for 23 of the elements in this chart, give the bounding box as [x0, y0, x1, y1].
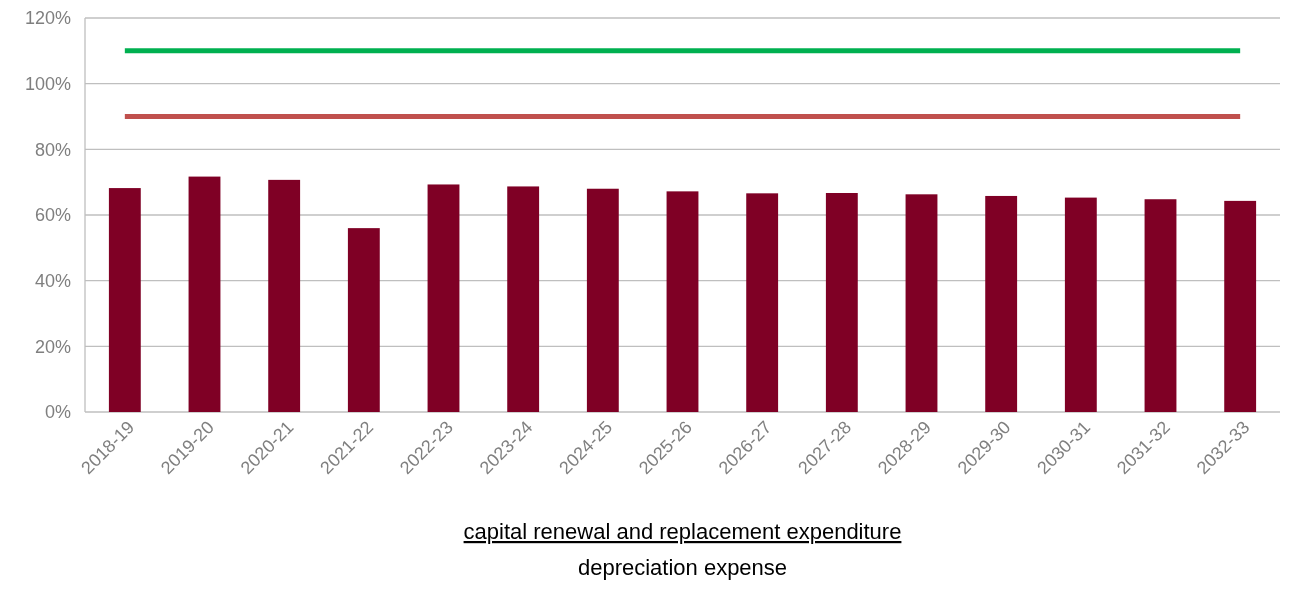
bar — [1144, 199, 1177, 412]
bar — [108, 188, 141, 412]
y-tick-label: 100% — [24, 73, 71, 94]
y-tick-label: 80% — [34, 139, 71, 160]
y-tick-label: 120% — [24, 8, 71, 29]
y-tick-label: 20% — [34, 336, 71, 357]
bar — [746, 193, 779, 412]
bar — [1064, 197, 1097, 412]
bar — [666, 191, 699, 412]
bar — [188, 176, 221, 412]
bar — [905, 194, 938, 412]
bar — [268, 179, 301, 412]
y-tick-label: 40% — [34, 270, 71, 291]
x-axis-title: capital renewal and replacement expenditure depreciation expense — [463, 519, 902, 580]
bar — [427, 184, 460, 412]
y-tick-label: 60% — [34, 205, 71, 226]
bar — [347, 228, 380, 412]
bar — [985, 195, 1018, 412]
bar — [507, 186, 540, 412]
y-tick-label: 0% — [44, 402, 71, 423]
bar — [825, 193, 858, 412]
bar — [1224, 200, 1257, 412]
bar — [586, 188, 619, 412]
